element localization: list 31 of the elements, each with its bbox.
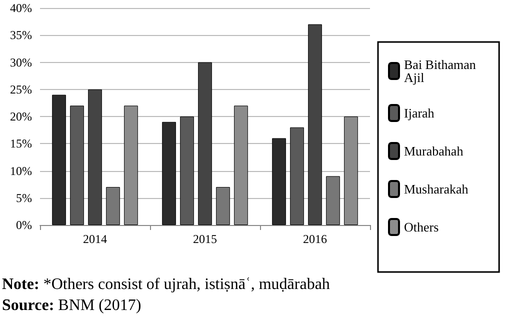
legend-label: Musharakah [404,182,469,196]
legend-label: Others [404,220,439,234]
y-tick-label: 25% [10,82,32,96]
x-tick-label: 2014 [83,232,107,246]
y-tick-label: 15% [10,136,32,151]
bar [272,138,286,225]
y-tick-label: 35% [10,28,32,42]
bar [70,106,84,225]
legend-label: Murabahah [404,144,464,158]
bar [106,187,120,225]
x-tick-label: 2016 [303,232,327,246]
text: Note: *Others consist of ujrah, istiṣnāʿ, muḍārabah [2,275,330,295]
source-note: Source: BNM (2017) [2,296,142,316]
bar [326,176,340,225]
y-tick-label: 20% [10,110,32,124]
y-tick-label: 30% [10,55,32,70]
y-tick-label: 0% [16,218,32,232]
x-tick-label: 2015 [193,232,217,246]
y-tick-label: 5% [16,190,32,205]
bar [162,122,176,225]
bar [216,187,230,225]
bar [52,94,66,225]
legend-label: Ijarah [404,106,435,120]
bar [308,24,322,225]
y-tick-label: 40% [10,1,32,15]
y-tick-label: 10% [10,164,32,178]
bar [180,116,194,225]
bar [290,127,304,225]
bar [198,62,212,225]
bar [88,89,102,225]
legend-label: Bai Bithaman Ajil [404,57,480,85]
